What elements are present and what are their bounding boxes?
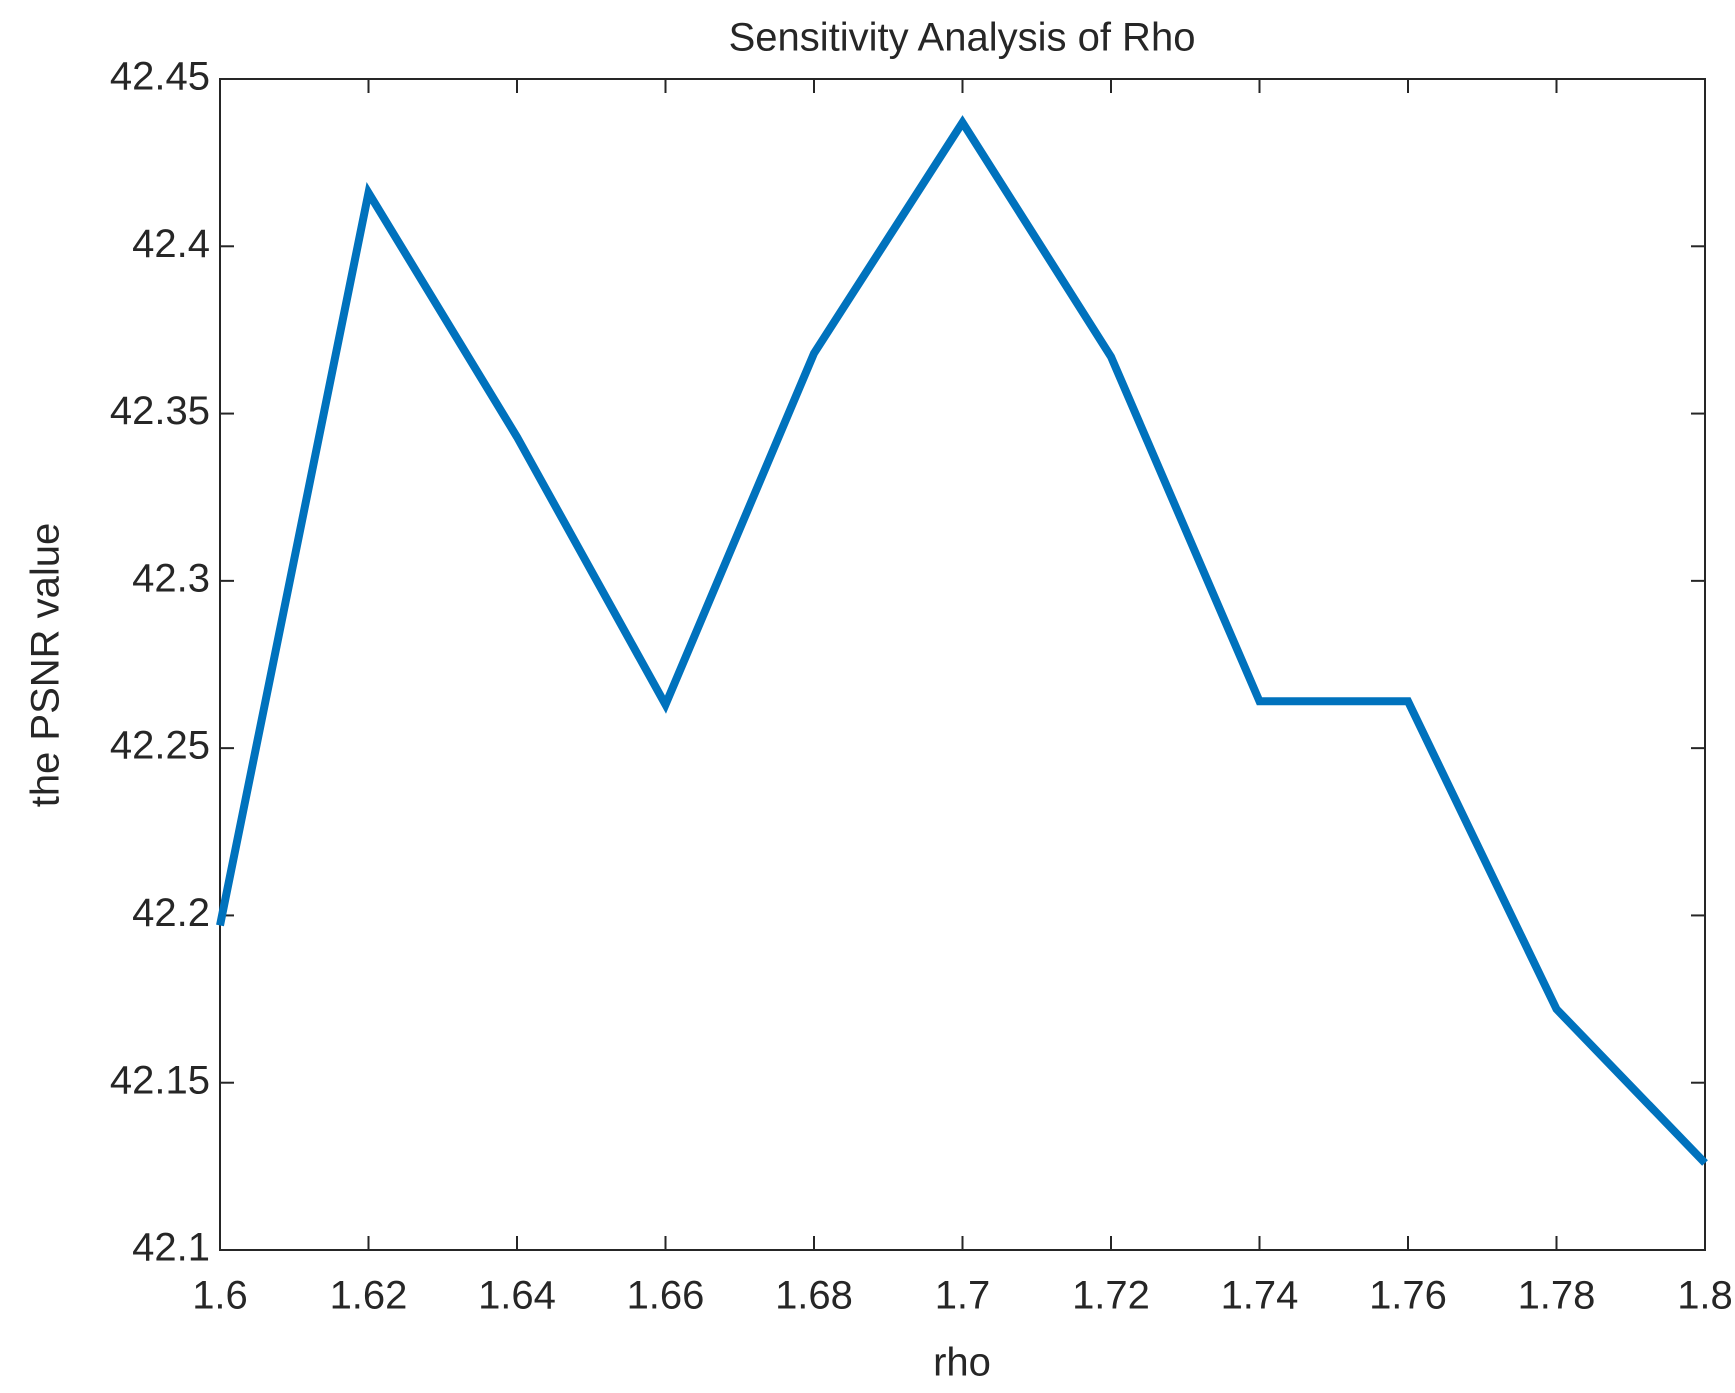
- x-tick-label: 1.7: [935, 1274, 991, 1318]
- x-tick-label: 1.76: [1369, 1274, 1447, 1318]
- y-tick-label: 42.4: [132, 222, 210, 266]
- data-line: [216, 115, 1708, 1166]
- x-tick-label: 1.74: [1221, 1274, 1299, 1318]
- x-tick-label: 1.64: [478, 1274, 556, 1318]
- y-tick-label: 42.15: [110, 1058, 210, 1102]
- x-tick-label: 1.6: [192, 1274, 248, 1318]
- plot-frame: [219, 78, 1706, 1251]
- x-axis-label: rho: [933, 1341, 991, 1385]
- x-tick-label: 1.78: [1518, 1274, 1596, 1318]
- y-tick-label: 42.3: [132, 556, 210, 600]
- y-tick-label: 42.2: [132, 891, 210, 935]
- y-tick-label: 42.1: [132, 1226, 210, 1270]
- x-tick-label: 1.68: [775, 1274, 853, 1318]
- x-tick-label: 1.62: [330, 1274, 408, 1318]
- x-tick-label: 1.8: [1677, 1274, 1733, 1318]
- x-tick-label: 1.66: [627, 1274, 705, 1318]
- x-tick-label: 1.72: [1072, 1274, 1150, 1318]
- y-tick-label: 42.45: [110, 55, 210, 99]
- y-axis-label: the PSNR value: [24, 523, 68, 808]
- y-tick-label: 42.35: [110, 389, 210, 433]
- y-tick-label: 42.25: [110, 724, 210, 768]
- chart-title: Sensitivity Analysis of Rho: [729, 16, 1196, 60]
